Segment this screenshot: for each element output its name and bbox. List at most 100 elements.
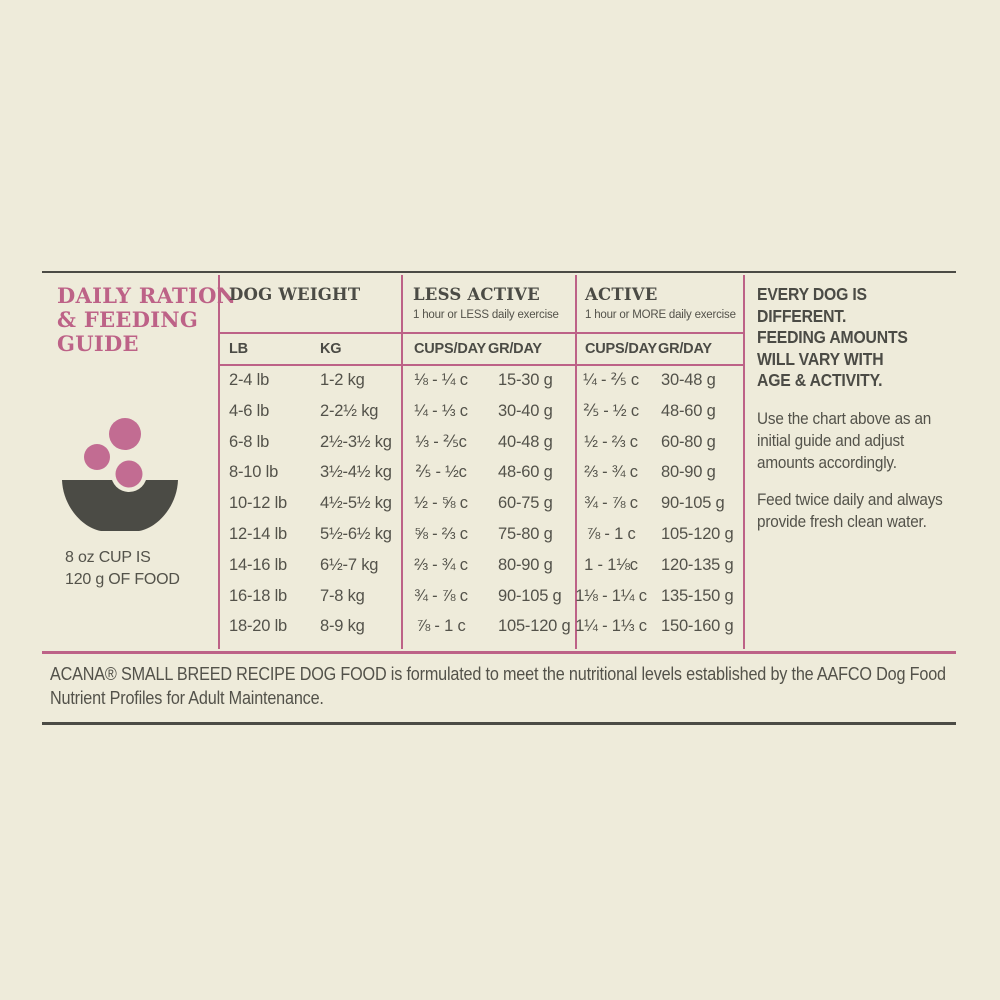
cell-active-cups: ⅖ - ½ c — [583, 401, 639, 420]
advice-paragraph: Use the chart above as an initial guide … — [757, 408, 932, 472]
page-title-line: DAILY RATION — [57, 283, 237, 308]
cell-lb: 8-10 lb — [229, 463, 279, 482]
cell-active-grams: 30-48 g — [661, 371, 716, 389]
advice-heading-line: AGE & ACTIVITY. — [757, 370, 883, 390]
cell-kg: 4½-5½ kg — [320, 494, 392, 513]
cell-less-active-cups: ⅖ - ½c — [415, 463, 467, 482]
advice-heading-line: FEEDING AMOUNTS — [757, 327, 908, 347]
cell-lb: 4-6 lb — [229, 401, 270, 420]
aafco-statement: ACANA® SMALL BREED RECIPE DOG FOOD is fo… — [50, 664, 946, 708]
cell-less-active-grams: 60-75 g — [498, 494, 553, 513]
cell-less-active-grams: 105-120 g — [498, 617, 571, 636]
cell-less-active-grams: 40-48 g — [498, 432, 553, 451]
cell-less-active-grams: 80-90 g — [498, 555, 553, 574]
cell-lb: 18-20 lb — [229, 617, 288, 636]
table-horizontal-divider — [218, 364, 745, 366]
cell-less-active-grams: 15-30 g — [498, 371, 553, 389]
column-group-less-active: LESS ACTIVE — [413, 285, 540, 304]
table-row: 10-12 lb 4½-5½ kg ½ - ⅝ c 60-75 g ¾ - ⅞ … — [218, 488, 745, 519]
bottom-rule — [42, 722, 956, 725]
cell-active-grams: 135-150 g — [661, 586, 734, 605]
cell-less-active-cups: ⅝ - ⅔ c — [414, 525, 468, 543]
page-title-line: & FEEDING — [57, 307, 199, 332]
advice-heading-line: EVERY DOG IS DIFFERENT. — [757, 284, 867, 326]
table-row: 8-10 lb 3½-4½ kg ⅖ - ½c 48-60 g ⅔ - ¾ c … — [218, 457, 745, 488]
cell-less-active-grams: 48-60 g — [498, 463, 553, 482]
table-row: 2-4 lb 1-2 kg ⅛ - ¼ c 15-30 g ¼ - ⅖ c 30… — [218, 365, 745, 396]
table-row: 12-14 lb 5½-6½ kg ⅝ - ⅔ c 75-80 g ⅞ - 1 … — [218, 519, 745, 550]
advice-heading-line: WILL VARY WITH — [757, 348, 884, 369]
cell-lb: 6-8 lb — [229, 432, 270, 451]
cell-lb: 2-4 lb — [229, 371, 270, 389]
cup-equivalence-note: 8 oz CUP IS 120 g OF FOOD — [65, 547, 180, 591]
cell-active-cups: ⅔ - ¾ c — [584, 463, 638, 482]
cell-active-grams: 80-90 g — [661, 463, 716, 482]
page-title: DAILY RATION & FEEDING GUIDE — [57, 284, 236, 356]
cell-active-grams: 150-160 g — [661, 617, 734, 636]
advice-paragraph: Feed twice daily and always provide fres… — [757, 489, 943, 531]
cell-active-grams: 105-120 g — [661, 525, 734, 543]
column-header-less-active-grams: GR/DAY — [488, 341, 542, 357]
cell-kg: 8-9 kg — [320, 617, 365, 636]
cell-lb: 10-12 lb — [229, 494, 288, 513]
cell-less-active-grams: 75-80 g — [498, 525, 553, 543]
cell-less-active-cups: ⅓ - ⅖c — [415, 432, 467, 451]
column-header-kg: KG — [320, 341, 342, 357]
cell-active-cups: ¾ - ⅞ c — [584, 494, 638, 513]
column-header-active-grams: GR/DAY — [658, 341, 712, 357]
page-title-line: GUIDE — [57, 331, 139, 356]
cell-kg: 6½-7 kg — [320, 555, 379, 574]
cell-kg: 7-8 kg — [320, 586, 365, 605]
cell-active-cups: 1¼ - 1⅓ c — [575, 617, 647, 636]
cell-lb: 12-14 lb — [229, 525, 288, 543]
advice-panel: EVERY DOG IS DIFFERENT. FEEDING AMOUNTS … — [757, 284, 953, 533]
pink-rule — [42, 651, 956, 654]
cup-note-line: 8 oz CUP IS — [65, 549, 151, 566]
column-header-less-active-cups: CUPS/DAY — [414, 341, 486, 357]
cell-less-active-cups: ⅛ - ¼ c — [414, 371, 468, 389]
cell-less-active-grams: 90-105 g — [498, 586, 562, 605]
cell-kg: 2½-3½ kg — [320, 432, 392, 451]
cell-less-active-grams: 30-40 g — [498, 401, 553, 420]
column-header-lb: LB — [229, 341, 248, 357]
less-active-subtitle: 1 hour or LESS daily exercise — [413, 309, 559, 321]
column-group-active: ACTIVE — [585, 285, 658, 304]
table-horizontal-divider — [218, 332, 745, 334]
cell-kg: 2-2½ kg — [320, 401, 379, 420]
cell-active-cups: ⅞ - 1 c — [586, 525, 636, 543]
cell-less-active-cups: ⅔ - ¾ c — [414, 555, 468, 574]
cup-note-line: 120 g OF FOOD — [65, 571, 180, 588]
active-subtitle: 1 hour or MORE daily exercise — [585, 309, 736, 321]
table-row: 14-16 lb 6½-7 kg ⅔ - ¾ c 80-90 g 1 - 1⅛c… — [218, 550, 745, 581]
cell-active-cups: ½ - ⅔ c — [584, 432, 638, 451]
column-group-dog-weight: DOG WEIGHT — [229, 285, 361, 304]
cell-kg: 3½-4½ kg — [320, 463, 392, 482]
cell-lb: 14-16 lb — [229, 555, 288, 574]
cell-active-grams: 120-135 g — [661, 555, 734, 574]
cell-less-active-cups: ¼ - ⅓ c — [414, 401, 468, 420]
advice-heading: EVERY DOG IS DIFFERENT. FEEDING AMOUNTS … — [757, 284, 953, 392]
top-rule — [42, 271, 956, 273]
cell-active-grams: 90-105 g — [661, 494, 725, 513]
table-row: 18-20 lb 8-9 kg ⅞ - 1 c 105-120 g 1¼ - 1… — [218, 611, 745, 642]
cell-kg: 1-2 kg — [320, 371, 365, 389]
cell-active-cups: 1 - 1⅛c — [584, 555, 638, 574]
table-row: 6-8 lb 2½-3½ kg ⅓ - ⅖c 40-48 g ½ - ⅔ c 6… — [218, 427, 745, 458]
cell-less-active-cups: ½ - ⅝ c — [414, 494, 468, 513]
cell-kg: 5½-6½ kg — [320, 525, 392, 543]
table-vertical-divider — [401, 275, 403, 649]
cell-less-active-cups: ⅞ - 1 c — [416, 617, 466, 636]
cell-active-cups: ¼ - ⅖ c — [583, 371, 639, 389]
table-vertical-divider — [743, 275, 745, 649]
table-row: 16-18 lb 7-8 kg ¾ - ⅞ c 90-105 g 1⅛ - 1¼… — [218, 581, 745, 612]
cell-lb: 16-18 lb — [229, 586, 288, 605]
table-vertical-divider — [218, 275, 220, 649]
cell-less-active-cups: ¾ - ⅞ c — [414, 586, 468, 605]
table-row: 4-6 lb 2-2½ kg ¼ - ⅓ c 30-40 g ⅖ - ½ c 4… — [218, 396, 745, 427]
table-vertical-divider — [575, 275, 577, 649]
cell-active-grams: 48-60 g — [661, 401, 716, 420]
kibble-bowl-icon — [62, 418, 178, 531]
feeding-table: DOG WEIGHT LESS ACTIVE 1 hour or LESS da… — [218, 272, 745, 651]
cell-active-cups: 1⅛ - 1¼ c — [575, 586, 647, 605]
